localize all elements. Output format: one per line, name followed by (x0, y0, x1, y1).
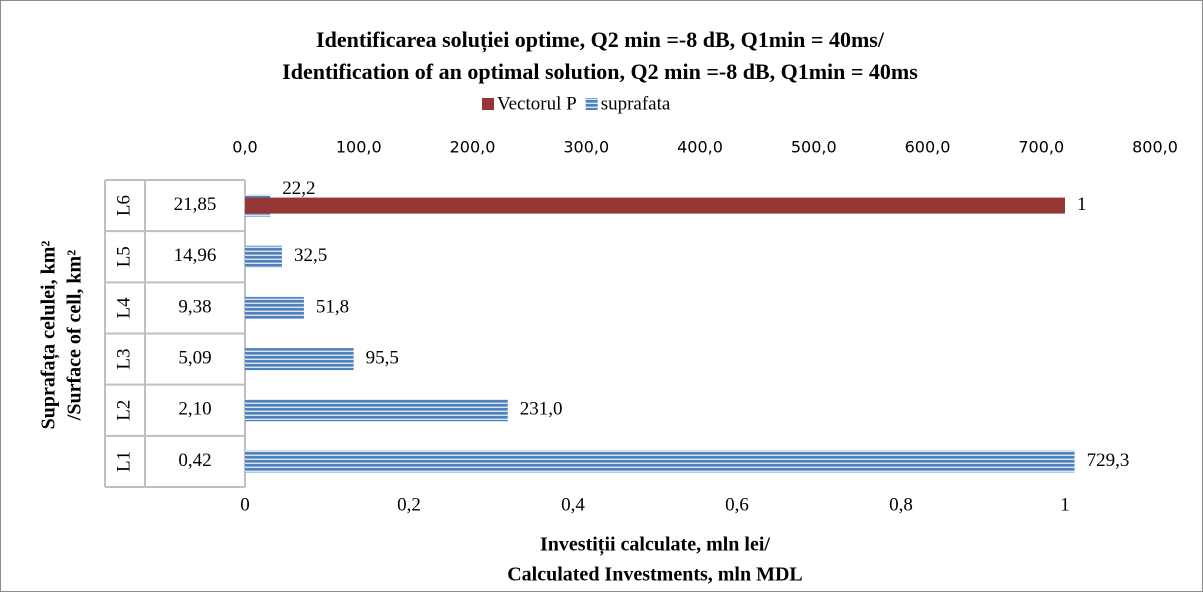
bar (245, 450, 1075, 473)
category-label: L2 (113, 400, 134, 421)
x2-tick-label: 600,0 (905, 138, 951, 157)
subcategory-label: 9,38 (178, 296, 211, 317)
chart-title: Identificarea soluției optime, Q2 min =-… (316, 27, 885, 53)
legend-label: suprafata (601, 93, 671, 114)
x2-tick-label: 700,0 (1018, 138, 1064, 157)
x2-tick-label: 800,0 (1132, 138, 1178, 157)
x-tick-label: 1 (1060, 494, 1070, 515)
subcategory-label: 5,09 (178, 347, 211, 368)
category-label: L5 (113, 246, 134, 267)
subcategory-label: 2,10 (178, 399, 211, 420)
subcategory-label: 14,96 (174, 245, 217, 266)
category-label: L1 (113, 451, 134, 472)
x-tick-label: 0,4 (561, 494, 585, 515)
data-label: 51,8 (316, 296, 349, 317)
x-tick-label: 0 (240, 494, 250, 515)
data-label: 22,2 (282, 178, 315, 199)
subcategory-label: 21,85 (174, 194, 217, 215)
category-label: L4 (113, 297, 134, 319)
data-label: 729,3 (1087, 450, 1130, 471)
x-axis-label: Calculated Investments, mln MDL (507, 564, 803, 586)
bar (245, 245, 282, 268)
data-label: 95,5 (366, 347, 399, 368)
chart-title: Identification of an optimal solution, Q… (282, 59, 918, 84)
subcategory-label: 0,42 (178, 450, 211, 471)
x-tick-label: 0,6 (725, 494, 749, 515)
x2-tick-label: 400,0 (677, 138, 723, 157)
x-axis-label: Investiții calculate, mln lei/ (540, 534, 770, 557)
data-label: 231,0 (520, 399, 563, 420)
data-label: 32,5 (294, 245, 327, 266)
x2-tick-label: 0,0 (232, 138, 257, 157)
y-axis-label: /Surface of cell, km² (64, 250, 86, 421)
bar (245, 197, 1065, 214)
legend-swatch (482, 98, 494, 110)
bar (245, 348, 354, 371)
data-label: 1 (1077, 194, 1087, 215)
category-label: L3 (113, 349, 134, 370)
x2-tick-label: 200,0 (450, 138, 496, 157)
x2-tick-label: 500,0 (791, 138, 837, 157)
x-tick-label: 0,2 (397, 494, 421, 515)
x2-tick-label: 100,0 (336, 138, 382, 157)
legend-swatch (585, 98, 598, 110)
legend-label: Vectorul P (497, 93, 577, 114)
bar (245, 399, 508, 422)
x-tick-label: 0,8 (889, 494, 913, 515)
y-axis-label: Suprafața celulei, km² (38, 241, 61, 430)
bar (245, 296, 304, 319)
category-label: L6 (113, 195, 134, 216)
x2-tick-label: 300,0 (563, 138, 609, 157)
